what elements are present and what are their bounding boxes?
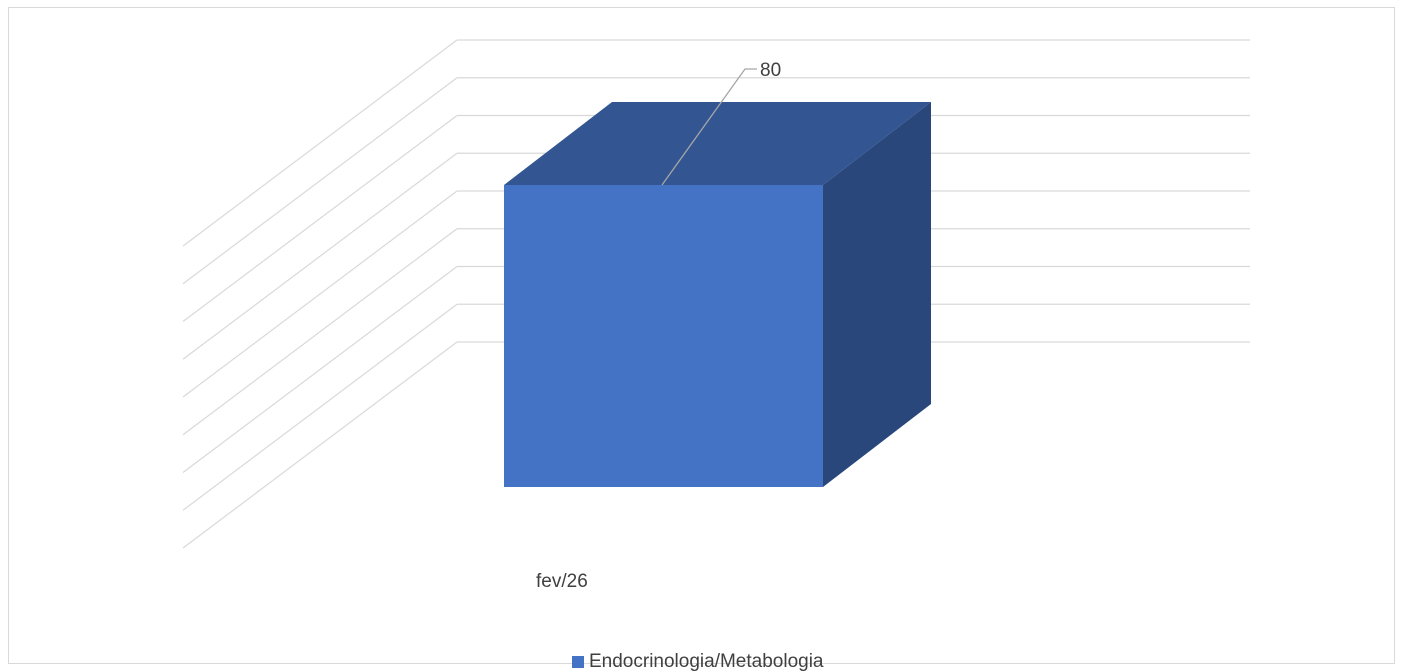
x-tick-label: fev/26 bbox=[536, 571, 588, 592]
data-labels: 80 bbox=[661, 60, 781, 186]
gridline-side bbox=[182, 77, 458, 285]
legend-label: Endocrinologia/Metabologia bbox=[589, 651, 824, 672]
bar-top-face bbox=[504, 102, 931, 185]
gridline-side bbox=[182, 115, 458, 322]
gridline-side bbox=[182, 39, 458, 247]
gridline-side bbox=[182, 341, 458, 549]
x-axis: fev/26 bbox=[536, 571, 588, 592]
legend-swatch bbox=[572, 656, 584, 668]
bar-front-face bbox=[504, 185, 823, 487]
gridline-side bbox=[182, 303, 458, 511]
bar-series bbox=[504, 102, 931, 487]
data-label-leader-line bbox=[661, 68, 757, 186]
gridline-side bbox=[182, 228, 458, 436]
gridline-side bbox=[182, 190, 458, 398]
gridline-side bbox=[182, 152, 458, 360]
gridline-side bbox=[182, 266, 458, 473]
legend: Endocrinologia/Metabologia bbox=[572, 652, 824, 672]
data-label: 80 bbox=[760, 60, 781, 81]
bar-side-face bbox=[823, 102, 931, 487]
